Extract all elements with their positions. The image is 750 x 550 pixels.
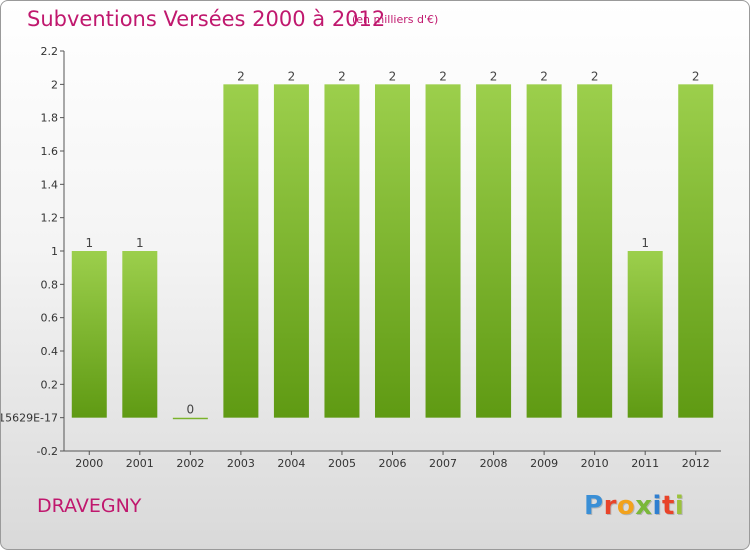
x-tick-label: 2001 [126, 457, 154, 470]
y-tick-label: 1.6 [41, 145, 59, 158]
data-label-2009: 2 [540, 69, 548, 83]
bar-2008 [476, 84, 512, 418]
y-tick-label: 1.4 [41, 178, 59, 191]
bar-2001 [122, 251, 158, 418]
x-tick-label: 2000 [75, 457, 103, 470]
bar-2005 [324, 84, 360, 418]
data-label-2006: 2 [389, 69, 397, 83]
y-tick-label: 0.8 [41, 278, 59, 291]
x-tick-label: 2005 [328, 457, 356, 470]
bar-2003 [223, 84, 259, 418]
data-label-2011: 1 [641, 236, 649, 250]
x-tick-label: 2011 [631, 457, 659, 470]
data-label-2008: 2 [490, 69, 498, 83]
bar-2012 [678, 84, 714, 418]
x-tick-label: 2009 [530, 457, 558, 470]
chart-bars [71, 84, 714, 420]
data-label-2005: 2 [338, 69, 346, 83]
logo-letter: t [661, 491, 675, 521]
logo-letter: r [603, 491, 617, 521]
x-tick-label: 2010 [581, 457, 609, 470]
y-tick-label: 2.2 [41, 45, 59, 58]
data-label-2007: 2 [439, 69, 447, 83]
y-tick-label: -0.2 [37, 445, 58, 458]
proxiti-logo: Proxiti [584, 491, 684, 521]
bar-2006 [375, 84, 410, 418]
data-label-2012: 2 [692, 69, 700, 83]
y-tick-label: 0.4 [41, 345, 59, 358]
y-tick-label: 1.8 [41, 112, 59, 125]
y-tick-label: 1.2 [41, 212, 59, 225]
commune-name: DRAVEGNY [37, 495, 142, 517]
data-label-2004: 2 [288, 69, 296, 83]
x-tick-label: 2007 [429, 457, 457, 470]
y-tick-label: 0.6 [41, 312, 59, 325]
bar-2011 [627, 251, 663, 418]
x-tick-label: 2002 [176, 457, 204, 470]
bar-2007 [425, 84, 461, 418]
bar-2010 [577, 84, 613, 418]
logo-letter: i [674, 491, 685, 521]
logo-letter: o [616, 491, 636, 521]
logo-letter: x [635, 491, 653, 521]
y-tick-label: 0.2 [41, 378, 59, 391]
x-tick-label: 2012 [682, 457, 710, 470]
data-label-2002: 0 [187, 403, 195, 417]
y-tick-label: -2.15629E-17 [1, 412, 58, 425]
data-label-2001: 1 [136, 236, 144, 250]
bar-2004 [273, 84, 309, 418]
x-tick-label: 2003 [227, 457, 255, 470]
x-tick-label: 2006 [379, 457, 407, 470]
chart-unit-label: (en milliers d'€) [352, 13, 439, 26]
y-tick-label: 2 [51, 78, 58, 91]
x-tick-label: 2008 [480, 457, 508, 470]
bar-2002 [172, 417, 208, 420]
bar-2009 [526, 84, 562, 418]
logo-letter: i [652, 491, 662, 521]
x-tick-label: 2004 [277, 457, 305, 470]
data-label-2003: 2 [237, 69, 245, 83]
chart-data-labels: 1 1 0 2 2 2 2 2 2 2 2 1 2 [85, 69, 699, 416]
data-label-2010: 2 [591, 69, 599, 83]
chart-title: Subventions Versées 2000 à 2012 [27, 7, 386, 31]
y-tick-label: 1 [51, 245, 58, 258]
bar-2000 [71, 251, 107, 418]
logo-letter: P [584, 491, 604, 521]
data-label-2000: 1 [85, 236, 93, 250]
chart-axes: -0.2 -2.15629E-17 0.2 0.4 0.6 0.8 1 1.2 1.4 1.6 1.… [1, 45, 721, 470]
